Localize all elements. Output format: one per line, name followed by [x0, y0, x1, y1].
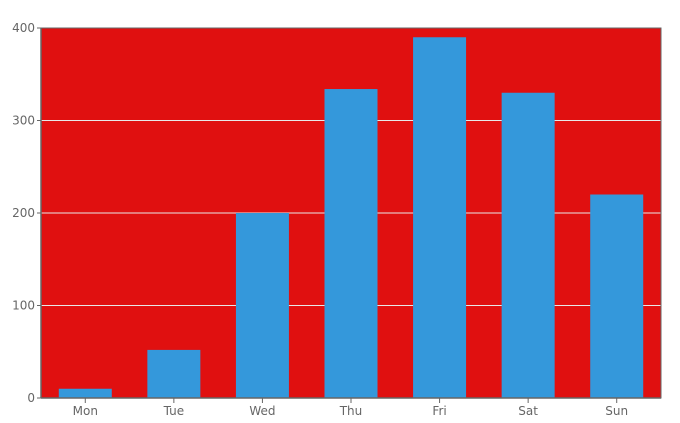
bar-wed [235, 213, 289, 398]
x-tick-label: Thu [339, 404, 363, 418]
x-tick-label: Sun [605, 404, 628, 418]
bar-sat [501, 92, 555, 398]
bar-tue [147, 349, 201, 398]
y-tick-label: 300 [12, 114, 35, 128]
y-tick-label: 0 [27, 391, 35, 405]
x-tick-label: Wed [249, 404, 275, 418]
x-axis-tick-labels: Mon Tue Wed Thu Fri Sat Sun [73, 398, 628, 418]
x-tick-label: Fri [432, 404, 446, 418]
bar-fri [413, 37, 467, 398]
x-tick-label: Mon [73, 404, 98, 418]
bar-series [58, 37, 644, 399]
y-tick-label: 400 [12, 21, 35, 35]
y-tick-label: 100 [12, 299, 35, 313]
x-tick-label: Sat [518, 404, 538, 418]
bar-thu [324, 89, 378, 399]
bar-mon [58, 388, 112, 398]
y-axis-tick-labels: 0 100 200 300 400 [12, 21, 35, 405]
y-tick-label: 200 [12, 206, 35, 220]
bar-sun [590, 194, 644, 398]
x-tick-label: Tue [163, 404, 185, 418]
